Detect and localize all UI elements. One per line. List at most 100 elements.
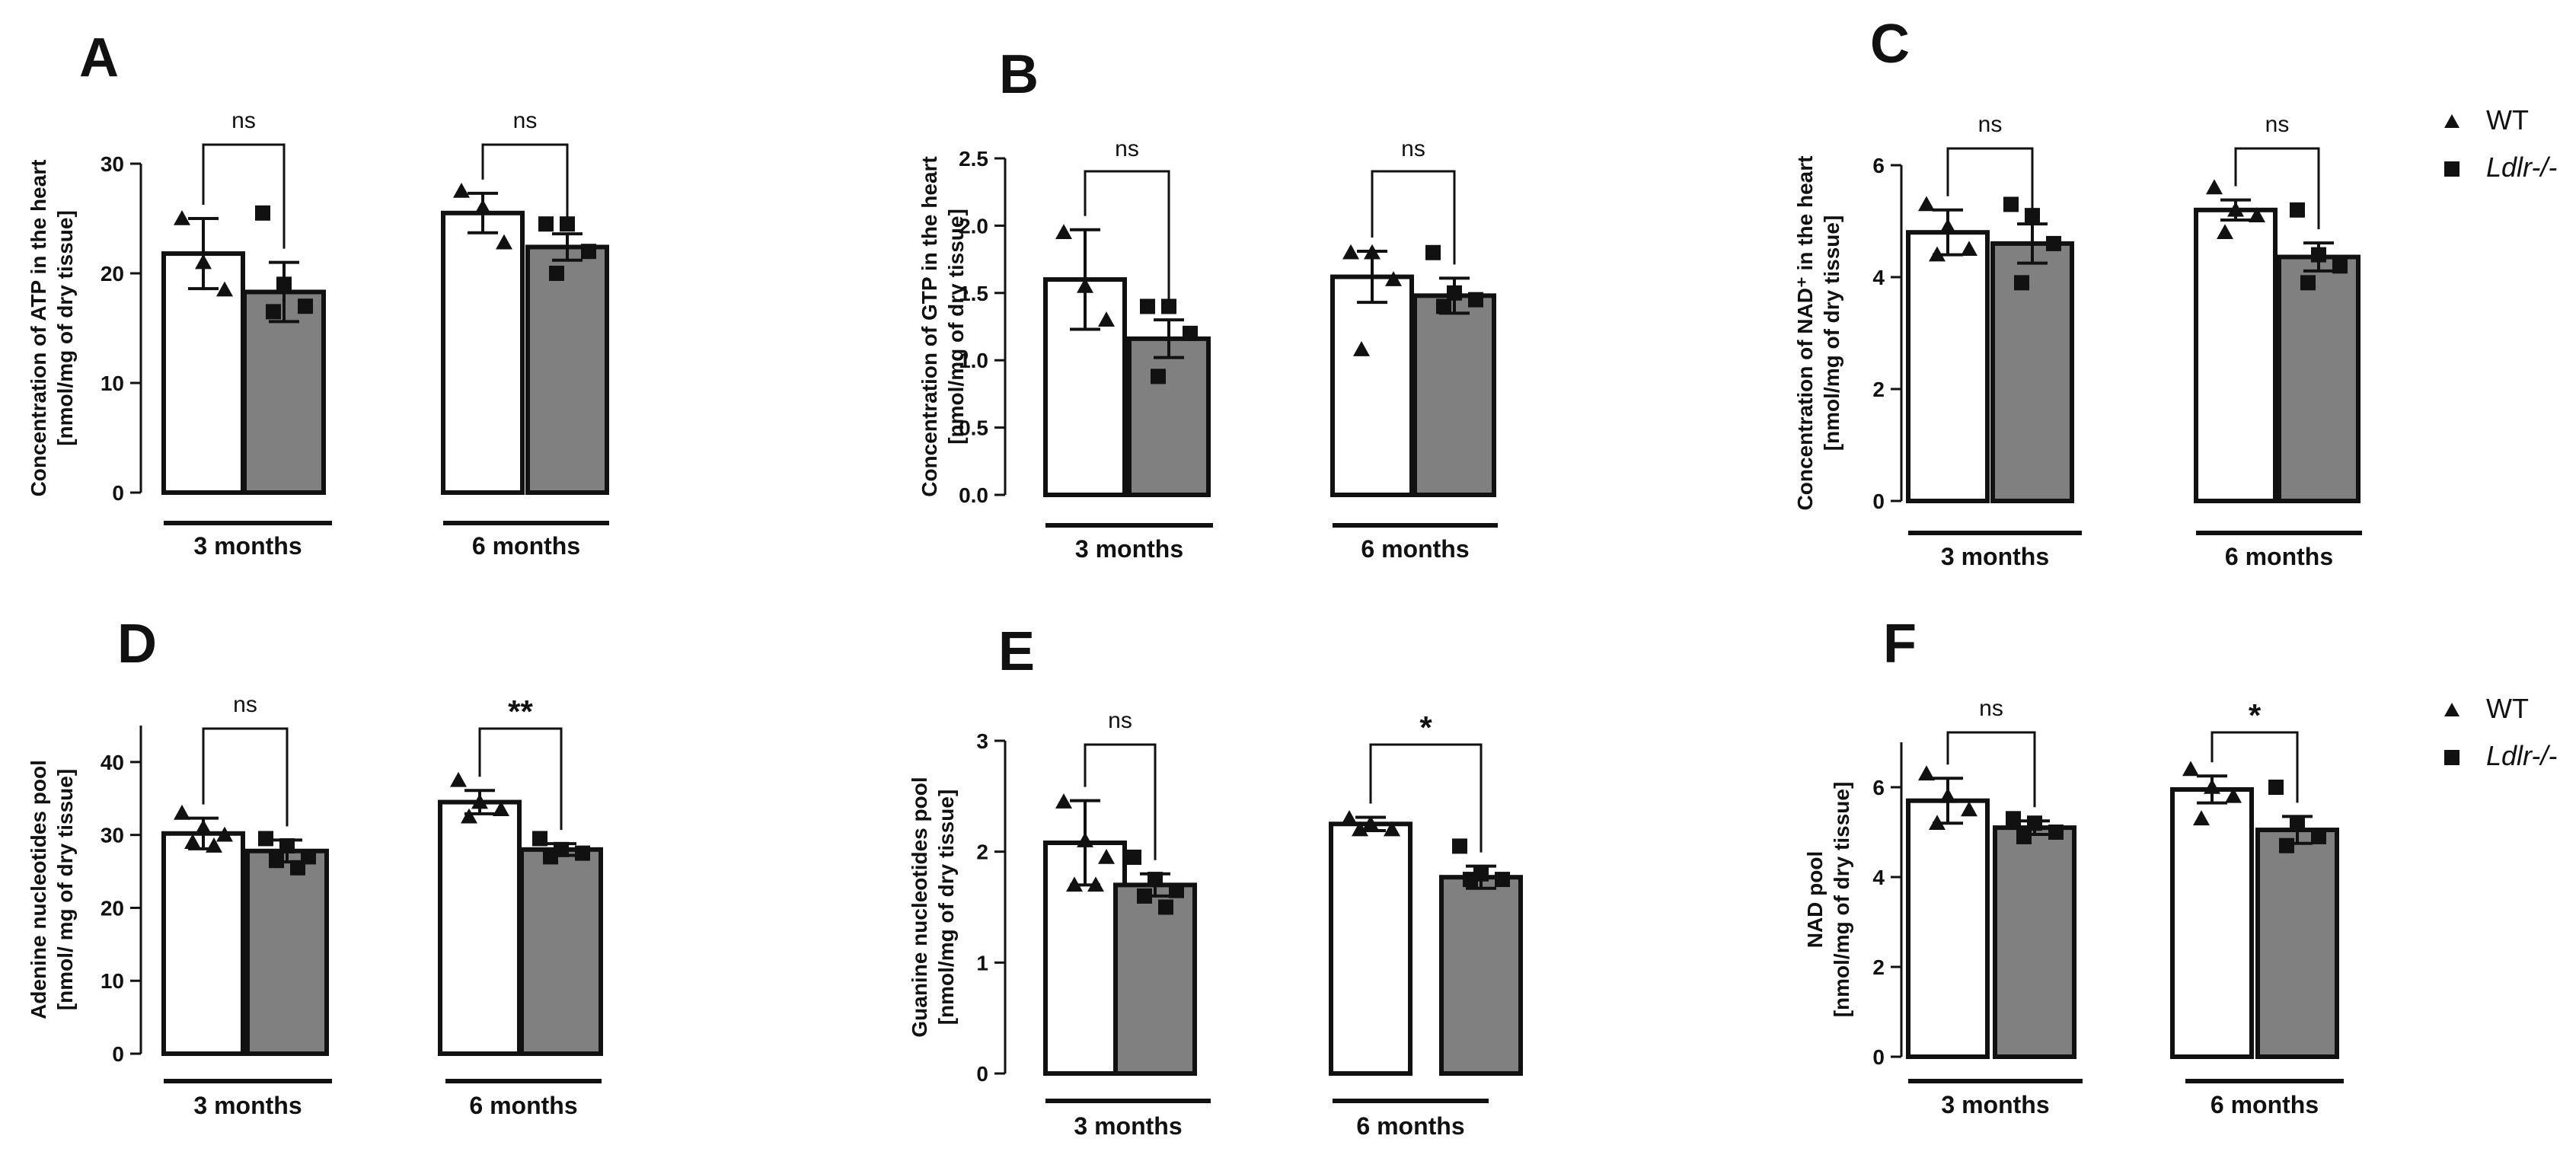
bar-wt: [1906, 230, 1990, 503]
data-point-ldlr: [298, 298, 313, 314]
bar-group: [2170, 761, 2339, 1060]
data-point-wt: [216, 281, 233, 297]
panel-D: D 0 10 20 30 40 Adenine nucleotides pool [nmol/…: [27, 614, 603, 1119]
category-label: 6 months: [469, 1092, 577, 1119]
bar-ldlr: [2277, 254, 2361, 503]
y-tick-label: 0.5: [959, 416, 988, 440]
data-point-wt: [2206, 179, 2223, 195]
y-tick-label: 0: [1872, 490, 1885, 513]
data-point-wt: [2204, 779, 2220, 794]
panel-letter: C: [1870, 14, 1910, 75]
bar-group: [2194, 179, 2361, 503]
data-point-ldlr: [560, 216, 575, 232]
data-point-ldlr: [2268, 780, 2284, 795]
data-point-ldlr: [266, 304, 281, 320]
bar-ldlr: [519, 847, 603, 1057]
bar-group: [1043, 793, 1197, 1077]
category-label: 6 months: [2211, 1091, 2319, 1118]
bar-ldlr: [1113, 882, 1197, 1077]
error-bar: [552, 232, 583, 262]
bracket-line: [202, 143, 286, 249]
data-point-ldlr: [290, 860, 305, 876]
data-point-wt: [2225, 787, 2242, 803]
data-point-wt: [474, 199, 491, 215]
data-point-wt: [1384, 821, 1400, 837]
y-tick-label: 2: [976, 841, 988, 864]
y-tick-label: 1.5: [959, 282, 988, 305]
data-point-ldlr: [258, 831, 273, 847]
bar-wt: [161, 831, 245, 1056]
error-bar: [188, 217, 219, 291]
legend-marker-triangle: [2444, 703, 2459, 716]
y-axis: 0 10 20 30: [101, 152, 142, 505]
bar-ldlr: [525, 244, 609, 495]
panel-letter: E: [998, 621, 1035, 682]
y-axis-label: [nmol/mg of dry tissue]: [53, 210, 77, 446]
bar-group: [161, 804, 329, 1056]
bar-wt: [1330, 274, 1414, 497]
data-point-ldlr: [269, 853, 284, 869]
category-label: 3 months: [193, 1092, 302, 1119]
legend-item: Ldlr-/-: [2444, 740, 2557, 771]
data-point-wt: [1098, 311, 1115, 327]
data-point-ldlr: [1140, 298, 1155, 314]
y-tick-label: 20: [101, 896, 124, 920]
y-tick-label: 1.0: [959, 349, 988, 372]
data-point-ldlr: [581, 244, 596, 260]
data-point-wt: [1362, 815, 1379, 831]
significance-label: ns: [1115, 136, 1139, 161]
category-label: 3 months: [1075, 535, 1183, 563]
panel-B: B 0.0 0.5 1.0 1.5 2.0 2.5 Concentration of GTP …: [918, 44, 1498, 563]
legend-top: WT Ldlr-/-: [2444, 104, 2557, 183]
data-point-wt: [2217, 224, 2233, 239]
legend-marker-square: [2444, 161, 2459, 177]
y-axis: 0 1 2 3: [976, 729, 1007, 1086]
legend-item: WT: [2444, 693, 2529, 724]
data-point-ldlr: [538, 216, 554, 232]
data-point-ldlr: [549, 266, 564, 281]
bar-group: [1906, 765, 2076, 1059]
data-point-ldlr: [1452, 838, 1467, 854]
data-point-ldlr: [2006, 811, 2021, 827]
significance-bracket: *: [2211, 697, 2299, 803]
data-point-wt: [195, 254, 212, 270]
data-point-wt: [1342, 244, 1359, 260]
y-tick-label: 2.5: [959, 147, 988, 171]
data-point-ldlr: [2025, 208, 2040, 224]
data-point-wt: [206, 837, 222, 853]
data-point-wt: [1352, 821, 1368, 837]
bracket-line: [1084, 170, 1170, 307]
significance-bracket: **: [478, 694, 563, 831]
data-point-ldlr: [1126, 849, 1141, 865]
significance-label: ns: [2265, 112, 2290, 137]
bracket-line: [481, 143, 569, 221]
data-point-wt: [1939, 218, 1956, 234]
y-tick-label: 0: [976, 1062, 988, 1086]
significance-bracket: *: [1369, 710, 1483, 853]
data-point-ldlr: [2332, 258, 2348, 274]
data-point-wt: [1341, 809, 1358, 825]
legend-item: Ldlr-/-: [2444, 152, 2557, 183]
y-axis-label: Concentration of ATP in the heart: [27, 160, 50, 497]
data-point-ldlr: [1463, 872, 1478, 888]
significance-bracket: ns: [2234, 112, 2320, 230]
y-tick-label: 2.0: [959, 214, 988, 238]
data-point-wt: [2182, 761, 2199, 777]
bar-wt: [2170, 786, 2254, 1059]
bar-group: [1330, 244, 1496, 497]
y-axis: 0.0 0.5 1.0 1.5 2.0 2.5: [959, 147, 1007, 507]
bracket-line: [1371, 170, 1456, 265]
data-point-ldlr: [2048, 825, 2064, 840]
panel-letter: B: [999, 44, 1039, 105]
data-point-ldlr: [2003, 196, 2019, 212]
error-bar: [2017, 222, 2048, 265]
bar-group: [438, 771, 603, 1057]
significance-bracket: ns: [481, 108, 569, 221]
data-point-wt: [1961, 241, 1977, 257]
data-point-wt: [1929, 815, 1946, 830]
legend-marker-square: [2444, 750, 2459, 765]
bar-wt: [2194, 207, 2278, 503]
data-point-wt: [1918, 196, 1935, 212]
data-point-wt: [461, 808, 477, 824]
y-tick-label: 40: [101, 751, 124, 774]
